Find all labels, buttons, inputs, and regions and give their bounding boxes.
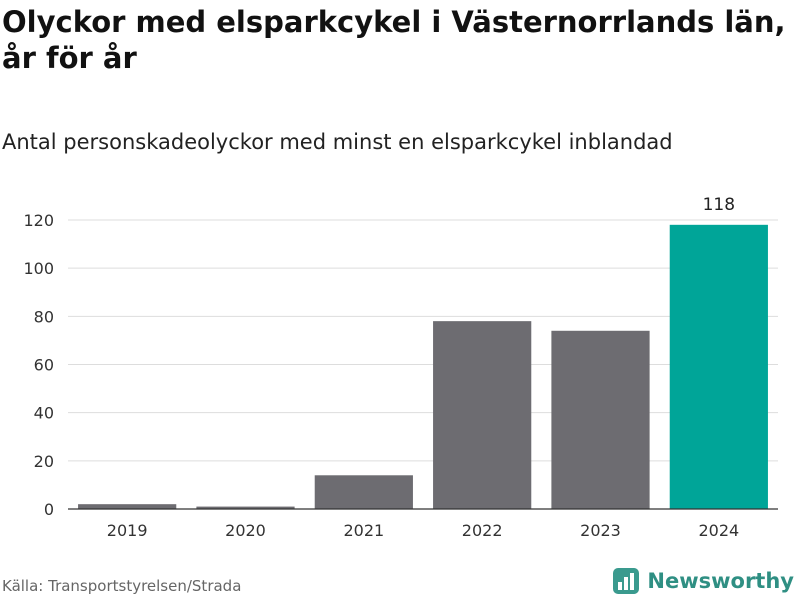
bar-chart-icon — [613, 568, 640, 594]
y-tick-label: 0 — [44, 500, 54, 519]
x-tick-label: 2022 — [462, 521, 503, 540]
y-tick-label: 40 — [34, 404, 54, 423]
chart-title: Olyckor med elsparkcykel i Västernorrlan… — [2, 5, 786, 75]
bar — [551, 330, 650, 509]
bar — [669, 224, 768, 510]
bar — [78, 504, 177, 509]
x-tick-label: 2019 — [107, 521, 148, 540]
y-tick-label: 100 — [23, 259, 54, 278]
chart-subtitle: Antal personskadeolyckor med minst en el… — [2, 130, 673, 154]
x-tick-label: 2020 — [225, 521, 266, 540]
y-tick-label: 20 — [34, 452, 54, 471]
brand-logo: Newsworthy — [613, 568, 794, 594]
x-tick-label: 2023 — [580, 521, 621, 540]
bar — [433, 321, 532, 509]
bar — [314, 475, 413, 509]
y-tick-label: 60 — [34, 356, 54, 375]
bar — [196, 506, 295, 509]
brand-name: Newsworthy — [647, 569, 794, 593]
y-tick-label: 80 — [34, 307, 54, 326]
y-tick-label: 120 — [23, 211, 54, 230]
source-note: Källa: Transportstyrelsen/Strada — [2, 577, 242, 595]
x-tick-label: 2021 — [343, 521, 384, 540]
data-label: 118 — [703, 195, 735, 215]
bar-chart: 0 20 40 60 80 100 120 2019 2020 2021 2022 2023 2024 1… — [23, 195, 778, 540]
x-tick-label: 2024 — [698, 521, 739, 540]
